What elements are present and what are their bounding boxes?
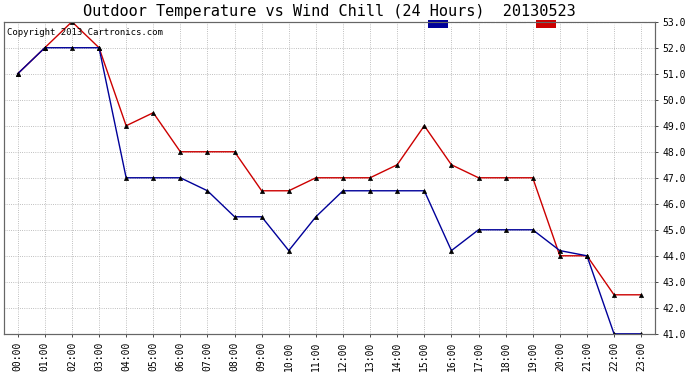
Text: Copyright 2013 Cartronics.com: Copyright 2013 Cartronics.com (8, 28, 164, 37)
Title: Outdoor Temperature vs Wind Chill (24 Hours)  20130523: Outdoor Temperature vs Wind Chill (24 Ho… (83, 4, 576, 19)
Legend: Wind Chill  (°F), Temperature  (°F): Wind Chill (°F), Temperature (°F) (428, 20, 650, 29)
